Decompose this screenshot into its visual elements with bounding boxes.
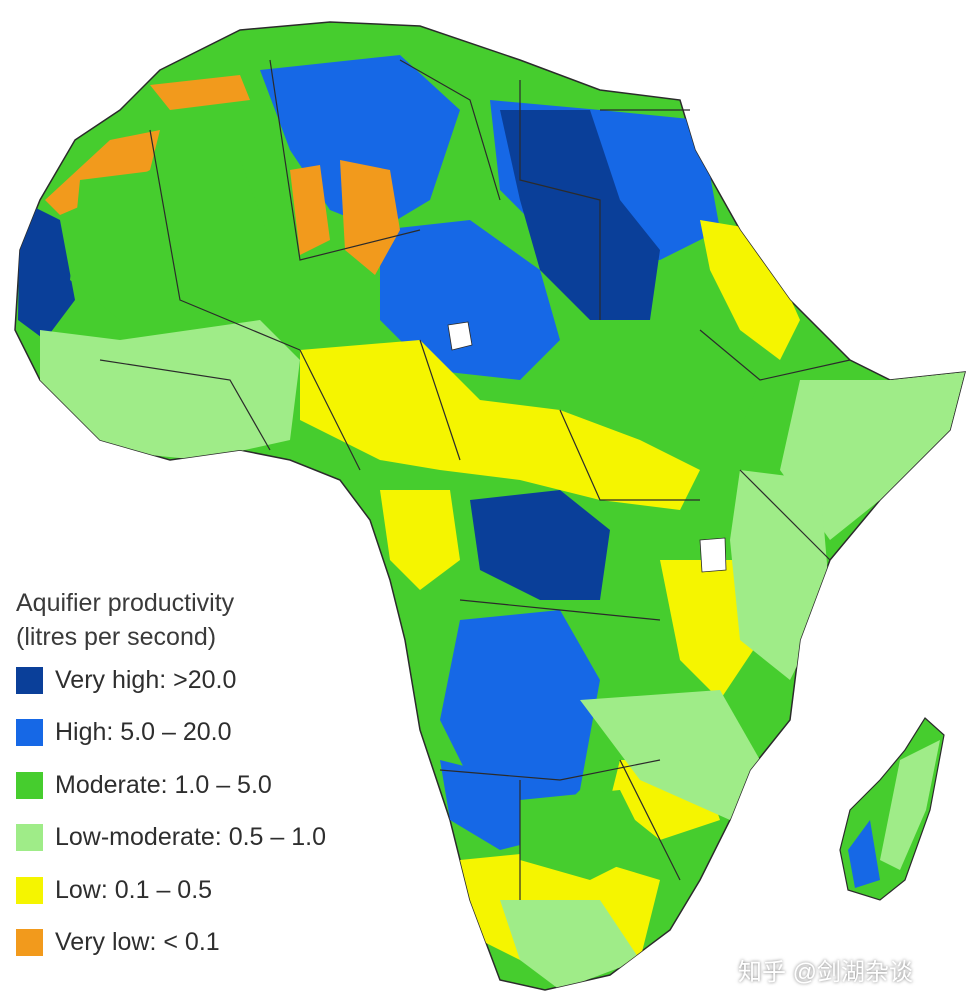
- legend-title-line2: (litres per second): [16, 623, 217, 651]
- region-verylow-algeria: [150, 75, 250, 110]
- region-high-namibia: [440, 760, 540, 850]
- legend-swatch: [16, 771, 43, 799]
- legend-swatch: [16, 824, 43, 852]
- country-borders: [99, 59, 851, 900]
- madagascar-east-lowmod: [880, 740, 940, 870]
- legend-swatch: [16, 719, 43, 747]
- legend-item: Low-moderate: 0.5 – 1.0: [16, 812, 396, 865]
- madagascar-west-blue: [848, 820, 880, 888]
- watermark: 知乎 @剑湖杂谈: [738, 959, 914, 986]
- region-low-gabon: [380, 490, 460, 590]
- region-verylow-mauritania: [45, 130, 160, 215]
- legend-item: Very low: < 0.1: [16, 917, 396, 970]
- lake-victoria: [699, 537, 727, 573]
- legend-title-line1: Aquifier productivity: [16, 589, 235, 617]
- region-moderate-sudan: [590, 330, 760, 430]
- legend-item: High: 5.0 – 20.0: [16, 707, 396, 760]
- legend-items: Very high: >20.0 High: 5.0 – 20.0 Moderate…: [16, 654, 396, 969]
- region-lowmod-cape: [500, 900, 640, 990]
- region-veryhigh-congo: [470, 490, 610, 600]
- aquifer-regions: [18, 55, 965, 990]
- legend-label: Low-moderate: 0.5 – 1.0: [55, 823, 326, 852]
- legend-label: Very high: >20.0: [55, 665, 237, 694]
- legend-label: Very low: < 0.1: [55, 928, 220, 957]
- legend-item: Low: 0.1 – 0.5: [16, 864, 396, 917]
- region-high-sahara-west: [260, 55, 460, 230]
- region-high-sahara-central: [380, 220, 560, 380]
- legend: Aquifier productivity (litres per second…: [16, 586, 396, 969]
- region-verylow-mali: [290, 165, 330, 255]
- legend-item: Moderate: 1.0 – 5.0: [16, 759, 396, 812]
- region-low-ethiopia: [700, 220, 800, 360]
- legend-label: High: 5.0 – 20.0: [55, 718, 232, 747]
- region-veryhigh-libya-egypt: [500, 110, 660, 320]
- legend-swatch: [16, 666, 43, 694]
- legend-label: Low: 0.1 – 0.5: [55, 875, 213, 904]
- legend-swatch: [16, 876, 43, 904]
- legend-label: Moderate: 1.0 – 5.0: [55, 770, 272, 799]
- legend-item: Very high: >20.0: [16, 654, 396, 707]
- region-lowmod-southern: [580, 690, 760, 820]
- region-veryhigh-senegal: [18, 200, 75, 340]
- region-lowmod-westafrica: [40, 320, 300, 460]
- lake-chad: [447, 321, 473, 351]
- region-moderate-botswana: [520, 790, 650, 880]
- region-low-tanzania: [660, 560, 760, 700]
- region-lowmod-horn: [780, 372, 965, 540]
- region-low-sahel: [300, 340, 700, 510]
- legend-swatch: [16, 929, 43, 957]
